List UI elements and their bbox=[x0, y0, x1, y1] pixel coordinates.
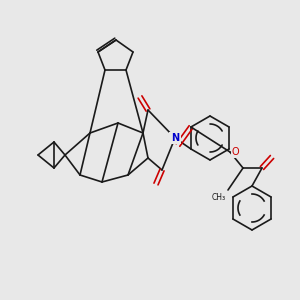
Text: O: O bbox=[232, 147, 240, 157]
Text: N: N bbox=[171, 133, 179, 143]
Text: CH₃: CH₃ bbox=[212, 193, 226, 202]
